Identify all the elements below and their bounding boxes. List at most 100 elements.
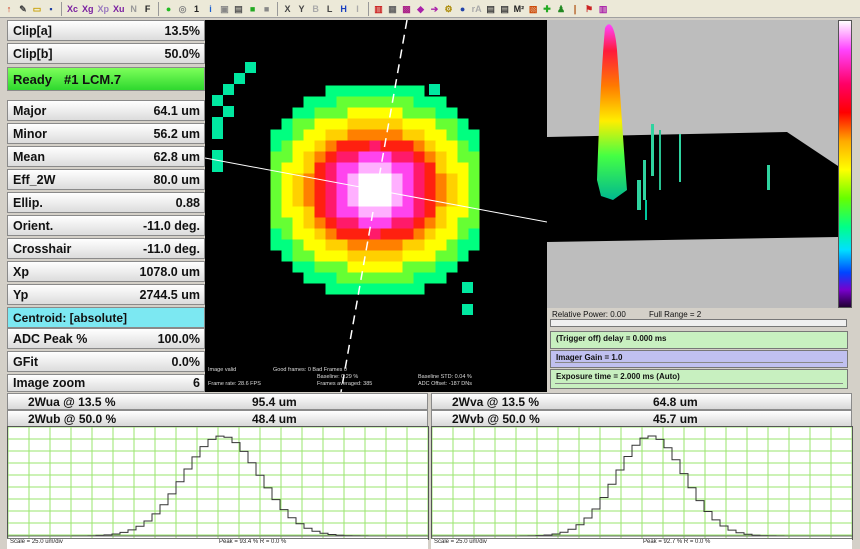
grey-square-icon[interactable]: ■ bbox=[263, 3, 270, 14]
chart-icon[interactable]: ▧ bbox=[528, 3, 538, 14]
ra-button[interactable]: rA bbox=[471, 3, 482, 14]
grid-icon[interactable]: ▦ bbox=[388, 3, 397, 14]
globe-icon[interactable]: ● bbox=[459, 3, 466, 14]
ellip-row[interactable]: Ellip. 0.88 bbox=[7, 192, 205, 213]
beam-pixel bbox=[325, 173, 337, 185]
print2-icon[interactable]: ▤ bbox=[500, 3, 509, 14]
plus-icon[interactable]: ✚ bbox=[543, 3, 551, 14]
beam-pixel bbox=[391, 261, 403, 273]
beam-pixel bbox=[314, 173, 326, 185]
beam-pixel bbox=[380, 129, 392, 141]
person-icon[interactable]: ♟ bbox=[557, 3, 566, 14]
beam-noise-pixel bbox=[212, 95, 223, 106]
h-button[interactable]: H bbox=[340, 3, 347, 14]
open-folder-icon[interactable]: ▭ bbox=[32, 3, 42, 14]
beam-pixel bbox=[380, 261, 392, 273]
up-arrow-icon[interactable]: ↑ bbox=[6, 3, 12, 14]
xp-button[interactable]: Xp bbox=[97, 3, 110, 14]
m2-button[interactable]: M² bbox=[513, 3, 525, 14]
yp-row[interactable]: Yp 2744.5 um bbox=[7, 284, 205, 305]
pencil-icon[interactable]: ✎ bbox=[19, 3, 27, 14]
right-arrow-icon[interactable]: ➔ bbox=[430, 3, 439, 14]
beam-pixel bbox=[358, 228, 370, 240]
l-button[interactable]: L bbox=[326, 3, 333, 14]
beam-pixel bbox=[468, 184, 480, 196]
profile-x-graph bbox=[8, 427, 428, 539]
ready-status-bar[interactable]: Ready #1 LCM.7 bbox=[7, 67, 205, 91]
lock-icon[interactable]: ▣ bbox=[220, 3, 229, 14]
beam-pixel bbox=[380, 140, 392, 152]
beam-pixel bbox=[391, 184, 403, 196]
beam-pixel bbox=[391, 129, 403, 141]
histogram-icon[interactable]: ▥ bbox=[374, 3, 383, 14]
beam-pixel bbox=[314, 217, 326, 229]
3d-surface-plot bbox=[547, 24, 838, 242]
beam-pixel bbox=[380, 107, 392, 119]
beam-pixel bbox=[402, 96, 414, 108]
exposure-time-control[interactable]: Exposure time = 2.000 ms (Auto) bbox=[550, 369, 848, 389]
n-button[interactable]: N bbox=[130, 3, 137, 14]
beam-pixel bbox=[347, 129, 359, 141]
clip-a-row[interactable]: Clip[a] 13.5% bbox=[7, 20, 205, 41]
profile-y-plot[interactable] bbox=[431, 426, 853, 540]
pin-icon[interactable]: ❘ bbox=[571, 3, 579, 14]
wva-value: 64.8 um bbox=[653, 395, 698, 409]
save-icon[interactable]: ▪ bbox=[49, 3, 53, 14]
centroid-mode-row[interactable]: Centroid: [absolute] bbox=[7, 307, 205, 328]
imager-gain-control[interactable]: Imager Gain = 1.0 bbox=[550, 350, 848, 368]
x-button[interactable]: X bbox=[284, 3, 291, 14]
beam-image-view[interactable]: Image valid Good frames: 0 Bad Frames 0 … bbox=[205, 20, 547, 392]
beam-pixel bbox=[281, 151, 293, 163]
bars-icon[interactable]: ▥ bbox=[598, 3, 608, 14]
imager-gain-slider[interactable] bbox=[555, 362, 843, 366]
adc-peak-row[interactable]: ADC Peak % 100.0% bbox=[7, 328, 205, 349]
pattern-icon[interactable]: ▩ bbox=[402, 3, 411, 14]
beam-pixel bbox=[358, 206, 370, 218]
orient-row[interactable]: Orient. -11.0 deg. bbox=[7, 215, 205, 236]
beam-pixel bbox=[281, 217, 293, 229]
left-arrow-icon[interactable]: ◆ bbox=[417, 3, 425, 14]
xu-button[interactable]: Xu bbox=[113, 3, 125, 14]
clip-b-row[interactable]: Clip[b] 50.0% bbox=[7, 43, 205, 64]
print-icon[interactable]: ▤ bbox=[486, 3, 495, 14]
xg-button[interactable]: Xg bbox=[82, 3, 94, 14]
xp-row[interactable]: Xp 1078.0 um bbox=[7, 261, 205, 282]
one-button[interactable]: 1 bbox=[194, 3, 200, 14]
green-circle-icon[interactable]: ● bbox=[165, 3, 172, 14]
mean-row[interactable]: Mean 62.8 um bbox=[7, 146, 205, 167]
link-icon[interactable]: ⚙ bbox=[444, 3, 453, 14]
exposure-time-slider[interactable] bbox=[555, 383, 843, 387]
orient-label: Orient. bbox=[13, 218, 54, 233]
magnet-icon[interactable]: ⚑ bbox=[585, 3, 594, 14]
printer-icon[interactable]: ▤ bbox=[234, 3, 243, 14]
profile-x-plot[interactable] bbox=[7, 426, 429, 540]
trigger-delay-control[interactable]: (Trigger off) delay = 0.000 ms bbox=[550, 331, 848, 349]
beam-pixel bbox=[347, 239, 359, 251]
green-square-icon[interactable]: ■ bbox=[249, 3, 256, 14]
3d-profile-view[interactable] bbox=[547, 20, 838, 308]
beam-pixel bbox=[292, 261, 304, 273]
crosshair-label: Crosshair bbox=[13, 241, 72, 256]
grey-circle-icon[interactable]: ◎ bbox=[178, 3, 187, 14]
beam-pixel bbox=[424, 239, 436, 251]
beam-pixel bbox=[314, 195, 326, 207]
y-button[interactable]: Y bbox=[298, 3, 305, 14]
minor-row[interactable]: Minor 56.2 um bbox=[7, 123, 205, 144]
i-button[interactable]: I bbox=[356, 3, 359, 14]
wub-value: 48.4 um bbox=[252, 412, 297, 426]
f-button[interactable]: F bbox=[144, 3, 151, 14]
b-button[interactable]: B bbox=[312, 3, 319, 14]
beam-pixel bbox=[358, 184, 370, 196]
gfit-row[interactable]: GFit 0.0% bbox=[7, 351, 205, 372]
info-icon[interactable]: i bbox=[209, 3, 212, 14]
beam-pixel bbox=[347, 162, 359, 174]
xc-button[interactable]: Xc bbox=[67, 3, 79, 14]
image-zoom-row[interactable]: Image zoom 6 bbox=[7, 374, 205, 392]
mean-value: 62.8 um bbox=[153, 149, 200, 164]
crosshair-row[interactable]: Crosshair -11.0 deg. bbox=[7, 238, 205, 259]
major-row[interactable]: Major 64.1 um bbox=[7, 100, 205, 121]
beam-pixel bbox=[369, 85, 381, 97]
yp-label: Yp bbox=[13, 287, 29, 302]
eff2w-row[interactable]: Eff_2W 80.0 um bbox=[7, 169, 205, 190]
beam-pixel bbox=[424, 140, 436, 152]
